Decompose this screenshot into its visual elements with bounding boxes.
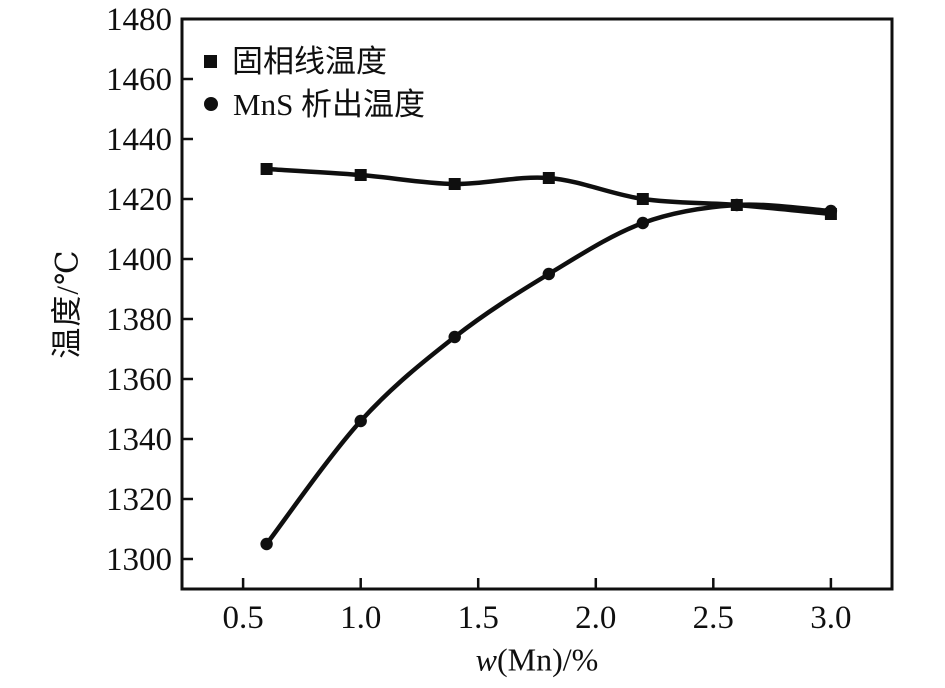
data-point-square <box>448 178 461 190</box>
y-tick-label: 1320 <box>106 482 172 518</box>
x-tick-label: 2.0 <box>575 600 616 636</box>
x-tick-label: 1.0 <box>340 600 381 636</box>
x-axis-title-symbol: w <box>475 641 498 678</box>
legend-item-mns: MnS 析出温度 <box>204 85 425 123</box>
legend-label-mns: MnS 析出温度 <box>233 86 426 122</box>
y-tick-label: 1400 <box>106 242 172 278</box>
axis-frame <box>180 17 894 591</box>
data-point-square <box>542 172 555 184</box>
legend: 固相线温度 MnS 析出温度 <box>204 42 425 123</box>
y-tick-label: 1360 <box>106 362 172 398</box>
data-point-circle <box>730 198 743 212</box>
data-point-square <box>354 169 367 181</box>
y-tick-label: 1460 <box>106 62 172 98</box>
data-point-circle <box>260 537 273 551</box>
data-point-circle <box>636 216 649 230</box>
y-tick-label: 1440 <box>106 122 172 158</box>
legend-label-solidus: 固相线温度 <box>232 43 387 79</box>
circle-marker-icon <box>204 97 218 111</box>
y-tick-label: 1380 <box>106 302 172 338</box>
data-point-circle <box>542 267 555 281</box>
y-tick-label: 1480 <box>106 2 172 38</box>
y-tick-label: 1300 <box>106 542 172 578</box>
x-tick-label: 0.5 <box>222 600 263 636</box>
x-tick-label: 1.5 <box>458 600 499 636</box>
data-point-circle <box>354 414 367 428</box>
x-tick-label: 3.0 <box>810 600 851 636</box>
data-point-square <box>636 193 649 205</box>
data-point-circle <box>448 330 461 344</box>
data-point-square <box>260 163 273 175</box>
y-tick-label: 1340 <box>106 422 172 458</box>
x-axis-title: w(Mn)/% <box>476 642 599 679</box>
y-axis-title: 温度/℃ <box>49 249 85 359</box>
square-marker-icon <box>204 54 217 68</box>
x-axis-title-rest: (Mn)/% <box>497 641 599 678</box>
series-line-mns <box>264 202 834 547</box>
legend-item-solidus: 固相线温度 <box>204 42 425 80</box>
x-tick-label: 2.5 <box>693 600 734 636</box>
y-tick-label: 1420 <box>106 182 172 218</box>
data-point-circle <box>824 204 838 218</box>
